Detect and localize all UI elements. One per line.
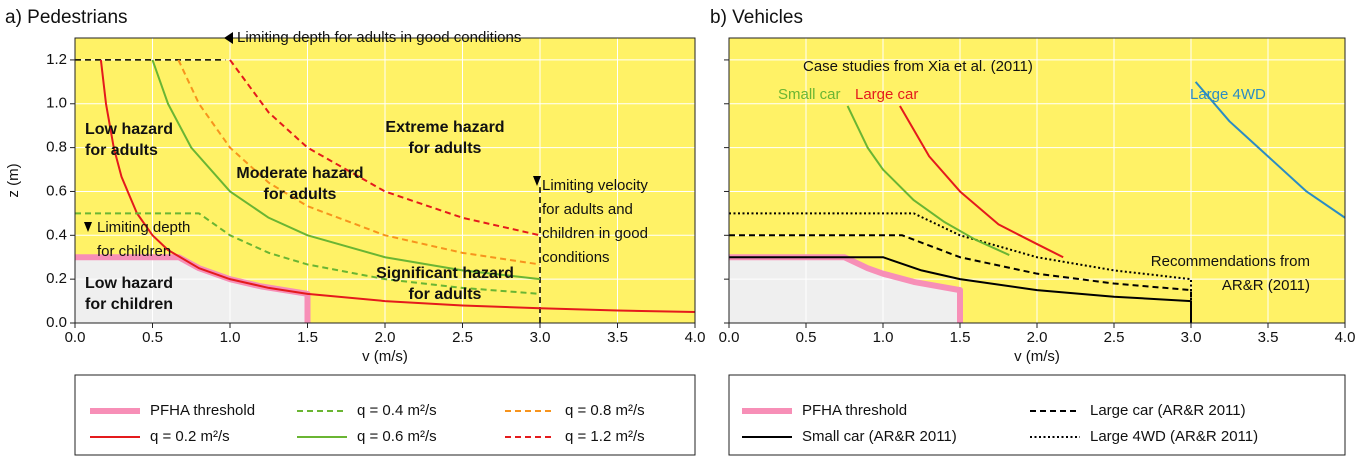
series-line <box>729 256 1192 323</box>
annotation: Case studies from Xia et al. (2011) <box>803 58 1033 75</box>
y-tick-label: 0.8 <box>46 139 67 156</box>
legend-label: PFHA threshold <box>802 402 907 419</box>
annotation: for adults <box>409 286 482 303</box>
annotation: for adults <box>264 186 337 203</box>
x-tick-label: 1.5 <box>297 329 318 346</box>
annotation: Recommendations from <box>1151 253 1310 270</box>
annotation: Low hazard <box>85 275 173 292</box>
legend-label: Large car (AR&R 2011) <box>1090 402 1246 419</box>
series-line <box>99 59 695 314</box>
annotation: Low hazard <box>85 121 173 138</box>
legend-label: Large 4WD (AR&R 2011) <box>1090 428 1258 445</box>
threshold-area <box>729 257 960 323</box>
plot-area <box>729 38 1345 323</box>
x-tick-label: 0.5 <box>796 329 817 346</box>
annotation: Moderate hazard <box>236 165 363 182</box>
annotation: Extreme hazard <box>385 119 504 136</box>
case-study-line <box>899 105 1064 259</box>
x-tick-label: 3.5 <box>607 329 628 346</box>
legend-box <box>74 374 696 456</box>
x-tick-label: 0.0 <box>719 329 740 346</box>
legend-label: q = 0.2 m²/s <box>150 428 230 445</box>
x-tick-label: 2.0 <box>375 329 396 346</box>
x-tick-label: 3.0 <box>1181 329 1202 346</box>
x-tick-label: 4.0 <box>685 329 706 346</box>
y-tick-label: 0.4 <box>46 226 67 243</box>
series-line <box>729 212 1192 323</box>
annotation: AR&R (2011) <box>1222 277 1310 294</box>
y-tick-label: 0.2 <box>46 270 67 287</box>
x-tick-label: 0.5 <box>142 329 163 346</box>
legend-label: q = 0.6 m²/s <box>357 428 437 445</box>
series-label: Small car <box>778 86 841 103</box>
annotation: for adults and <box>542 201 633 218</box>
legend-box <box>728 374 1346 456</box>
annotation: for children <box>97 243 171 260</box>
annotation: conditions <box>542 249 610 266</box>
legend-label: Small car (AR&R 2011) <box>802 428 957 445</box>
annotation: for children <box>85 296 173 313</box>
panel-title: b) Vehicles <box>710 7 803 28</box>
case-study-line <box>846 105 1010 256</box>
legend-label: PFHA threshold <box>150 402 255 419</box>
arrow-marker <box>224 32 233 44</box>
annotation: for adults <box>85 142 158 159</box>
legend-label: q = 1.2 m²/s <box>565 428 645 445</box>
x-tick-label: 1.0 <box>220 329 241 346</box>
legend-label: q = 0.8 m²/s <box>565 402 645 419</box>
threshold-area <box>75 257 308 323</box>
annotation: Limiting velocity <box>542 177 648 194</box>
x-tick-label: 1.0 <box>873 329 894 346</box>
y-tick-label: 1.0 <box>46 95 67 112</box>
series-label: Large car <box>855 86 918 103</box>
case-study-line <box>1194 81 1345 219</box>
annotation: children in good <box>542 225 648 242</box>
x-tick-label: 3.5 <box>1258 329 1279 346</box>
series-line <box>75 212 541 295</box>
series-line <box>151 59 541 281</box>
y-axis-label: z (m) <box>5 163 22 197</box>
legend-label: q = 0.4 m²/s <box>357 402 437 419</box>
plot-area <box>75 38 695 323</box>
series-line <box>229 59 541 237</box>
x-tick-label: 2.5 <box>1104 329 1125 346</box>
x-tick-label: 3.0 <box>530 329 551 346</box>
arrow-marker <box>84 222 92 232</box>
y-tick-label: 1.2 <box>46 51 67 68</box>
y-tick-label: 0.0 <box>46 314 67 331</box>
panel-title: a) Pedestrians <box>5 7 128 28</box>
x-tick-label: 4.0 <box>1335 329 1356 346</box>
x-tick-label: 2.0 <box>1027 329 1048 346</box>
x-tick-label: 1.5 <box>950 329 971 346</box>
arrow-marker <box>533 176 541 186</box>
x-axis-label: v (m/s) <box>1014 348 1060 365</box>
series-label: Large 4WD <box>1190 86 1266 103</box>
y-tick-label: 0.6 <box>46 182 67 199</box>
annotation: for adults <box>409 140 482 157</box>
annotation: Significant hazard <box>376 265 514 282</box>
x-axis-label: v (m/s) <box>362 348 408 365</box>
x-tick-label: 0.0 <box>65 329 86 346</box>
annotation: Limiting depth for adults in good condit… <box>237 29 521 46</box>
annotation: Limiting depth <box>97 219 190 236</box>
series-line <box>729 234 1192 323</box>
x-tick-label: 2.5 <box>452 329 473 346</box>
